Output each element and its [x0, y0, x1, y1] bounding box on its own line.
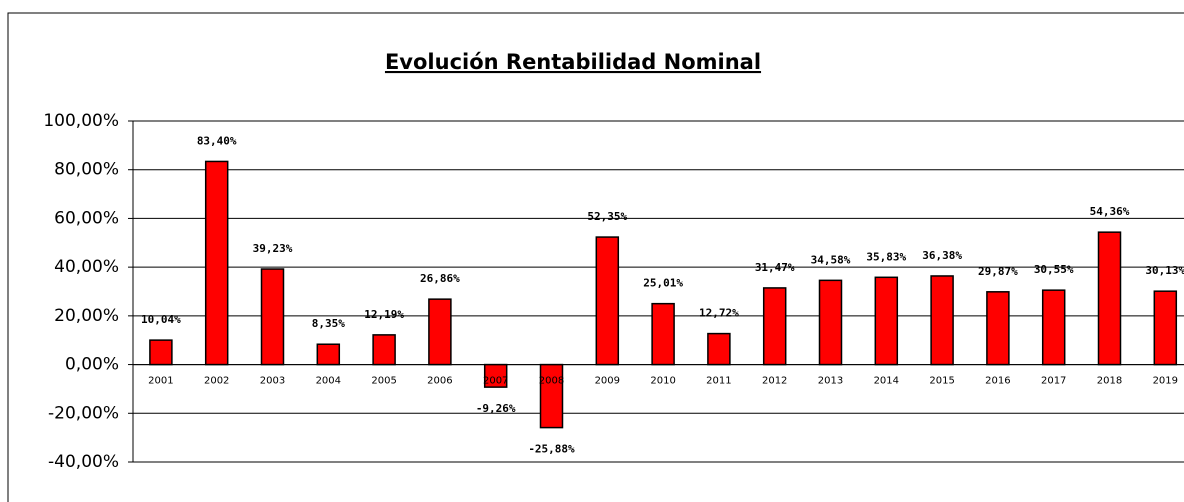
x-tick-label: 2012	[762, 376, 787, 387]
bar	[595, 236, 620, 366]
y-tick-label: 0,00%	[65, 355, 119, 375]
bar	[204, 160, 229, 366]
x-tick-label: 2007	[483, 376, 508, 387]
data-label: 83,40%	[197, 134, 237, 147]
data-label: 29,87%	[978, 265, 1018, 278]
bar	[316, 343, 341, 366]
x-tick-label: 2015	[929, 376, 954, 387]
data-label: 31,47%	[755, 261, 795, 274]
x-tick-label: 2014	[874, 376, 899, 387]
bar	[986, 291, 1010, 366]
y-tick-label: 20,00%	[54, 306, 119, 326]
data-label: 10,04%	[141, 313, 181, 326]
x-tick-label: 2004	[316, 376, 341, 387]
data-label: 54,36%	[1090, 205, 1130, 218]
bar	[1097, 231, 1122, 366]
bar	[930, 275, 954, 366]
x-tick-label: 2018	[1097, 376, 1122, 387]
y-tick-label: 80,00%	[54, 160, 119, 180]
data-label: 34,58%	[811, 253, 851, 266]
x-tick-label: 2009	[595, 376, 620, 387]
y-tick-label: 60,00%	[54, 208, 119, 228]
x-tick-label: 2013	[818, 376, 843, 387]
bar	[1041, 289, 1066, 366]
x-tick-label: 2017	[1041, 376, 1066, 387]
bar	[539, 363, 564, 429]
x-tick-label: 2006	[427, 376, 452, 387]
x-tick-label: 2010	[650, 376, 675, 387]
bar	[260, 268, 285, 366]
x-tick-label: 2016	[985, 376, 1010, 387]
data-label: 39,23%	[253, 242, 293, 255]
data-label: 12,19%	[364, 308, 404, 321]
bar	[762, 287, 787, 366]
y-tick-label: -40,00%	[48, 452, 119, 472]
data-label: -9,26%	[476, 402, 516, 415]
bar	[874, 276, 899, 366]
data-label: 30,13%	[1145, 264, 1184, 277]
x-tick-label: 2001	[148, 376, 173, 387]
data-label: 26,86%	[420, 272, 460, 285]
x-tick-label: 2002	[204, 376, 229, 387]
y-tick-label: 100,00%	[43, 111, 119, 131]
x-tick-label: 2019	[1153, 376, 1178, 387]
y-tick-label: 40,00%	[54, 257, 119, 277]
bar	[651, 302, 675, 366]
data-label: 36,38%	[922, 249, 962, 262]
bar	[428, 298, 452, 366]
x-tick-label: 2008	[539, 376, 564, 387]
bar	[149, 339, 173, 366]
data-label: 30,55%	[1034, 263, 1074, 276]
data-label: 25,01%	[643, 277, 683, 290]
chart-title: Evolución Rentabilidad Nominal	[385, 50, 761, 74]
x-tick-label: 2011	[706, 376, 731, 387]
x-tick-label: 2005	[371, 376, 396, 387]
bar	[372, 334, 396, 366]
bar	[1153, 290, 1178, 366]
data-label: 12,72%	[699, 307, 739, 320]
data-label: 52,35%	[587, 210, 627, 223]
x-tick-label: 2003	[260, 376, 285, 387]
data-label: -25,88%	[528, 443, 575, 456]
bar	[707, 332, 731, 366]
data-label: 8,35%	[312, 317, 345, 330]
data-label: 35,83%	[866, 250, 906, 263]
bar	[818, 279, 843, 366]
y-tick-label: -20,00%	[48, 403, 119, 423]
